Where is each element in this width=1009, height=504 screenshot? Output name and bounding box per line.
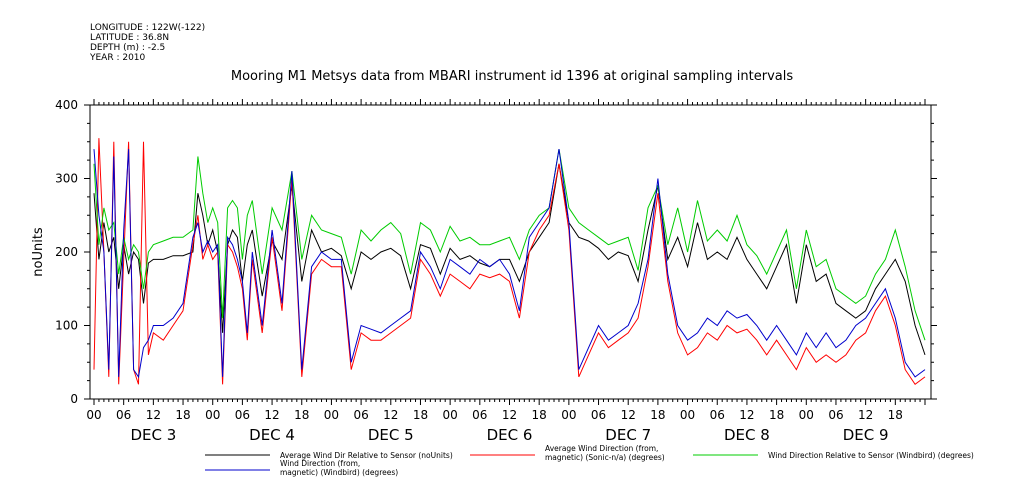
series-line-3: [93, 149, 926, 379]
y-axis-label: noUnits: [31, 227, 46, 277]
series-line-2: [93, 149, 926, 341]
x-day-label-6: DEC 9: [843, 426, 889, 444]
series-layer: [93, 138, 926, 386]
x-tick-label: 00: [561, 408, 576, 422]
x-tick-label: 18: [294, 408, 309, 422]
chart-title: Mooring M1 Metsys data from MBARI instru…: [231, 69, 793, 84]
x-tick-label: 12: [621, 408, 636, 422]
y-tick-label-3: 300: [55, 172, 78, 186]
meta-depth: DEPTH (m) : -2.5: [90, 43, 165, 53]
legend-item-1: Average Wind Direction (from,magnetic) (…: [470, 444, 665, 462]
x-day-label-2: DEC 5: [368, 426, 414, 444]
x-tick-label: 00: [205, 408, 220, 422]
x-tick-label: 00: [680, 408, 695, 422]
x-tick-label: 18: [769, 408, 784, 422]
x-tick-label: 00: [324, 408, 339, 422]
x-tick-label: 12: [146, 408, 161, 422]
legend-item-0: Average Wind Dir Relative to Sensor (noU…: [205, 451, 453, 460]
x-tick-label: 18: [175, 408, 190, 422]
y-tick-label-4: 400: [55, 98, 78, 112]
axis-layer: 0 100 200 300 400 00 06 12 18 00 06 12 18 00 06 12 18 00 0…: [55, 98, 937, 444]
legend-label-2: Wind Direction Relative to Sensor (Windb…: [768, 451, 974, 460]
x-tick-label: 06: [828, 408, 843, 422]
meta-year: YEAR : 2010: [89, 53, 146, 63]
x-tick-label: 00: [443, 408, 458, 422]
x-tick-label: 06: [235, 408, 250, 422]
metadata-block: LONGITUDE : 122W(-122) LATITUDE : 36.8N …: [89, 23, 205, 63]
x-tick-label: 18: [532, 408, 547, 422]
x-tick-label: 12: [858, 408, 873, 422]
y-tick-label-2: 200: [55, 245, 78, 259]
x-tick-label: 18: [888, 408, 903, 422]
legend-label-0: Average Wind Dir Relative to Sensor (noU…: [280, 451, 453, 460]
x-tick-label: 06: [591, 408, 606, 422]
y-tick-label-0: 0: [70, 392, 78, 406]
series-line-0: [93, 163, 926, 356]
x-tick-label: 12: [383, 408, 398, 422]
x-tick-label: 12: [739, 408, 754, 422]
x-day-label-3: DEC 6: [487, 426, 533, 444]
meta-latitude: LATITUDE : 36.8N: [90, 33, 169, 43]
legend-item-3: Wind Direction (from,magnetic) (Windbird…: [205, 459, 398, 477]
x-day-label-4: DEC 7: [605, 426, 651, 444]
x-tick-label: 00: [799, 408, 814, 422]
x-tick-label: 06: [116, 408, 131, 422]
x-tick-label: 06: [353, 408, 368, 422]
x-day-label-5: DEC 8: [724, 426, 770, 444]
x-tick-label: 12: [264, 408, 279, 422]
meta-longitude: LONGITUDE : 122W(-122): [90, 23, 205, 33]
legend-item-2: Wind Direction Relative to Sensor (Windb…: [693, 451, 974, 460]
x-tick-label: 06: [710, 408, 725, 422]
series-line-1: [93, 138, 926, 386]
x-tick-label: 18: [650, 408, 665, 422]
legend-label-1: magnetic) (Sonic-n/a) (degrees): [545, 453, 665, 462]
legend-label-1: Average Wind Direction (from,: [545, 444, 658, 453]
legend: Average Wind Dir Relative to Sensor (noU…: [205, 444, 974, 477]
x-day-label-1: DEC 4: [249, 426, 295, 444]
x-day-label-0: DEC 3: [130, 426, 176, 444]
x-tick-label: 00: [86, 408, 101, 422]
x-tick-label: 12: [502, 408, 517, 422]
y-tick-label-1: 100: [55, 319, 78, 333]
legend-label-3: Wind Direction (from,: [280, 459, 360, 468]
x-tick-label: 06: [472, 408, 487, 422]
legend-label-3: magnetic) (Windbird) (degrees): [280, 468, 398, 477]
x-tick-label: 18: [413, 408, 428, 422]
